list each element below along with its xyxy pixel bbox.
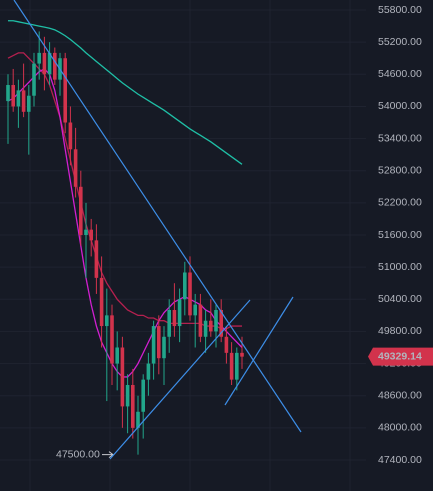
candle-body [89,229,93,241]
candle-body [63,58,67,123]
last-price-tag [368,347,433,366]
trendline [109,299,251,460]
candle-body [37,52,41,64]
candle-body [235,352,239,380]
y-tick-label: 48000.00 [378,422,422,434]
low-label: 47500.00 [56,448,100,460]
candle-body [209,320,213,332]
candle-body [110,315,114,364]
y-tick-label: 54000.00 [378,100,422,112]
candle-body [177,299,182,327]
candle-body [229,352,234,380]
candle-body [157,326,161,359]
candle-body [21,90,26,112]
y-tick-label: 47400.00 [378,454,422,466]
candle-body [99,277,104,327]
candle-body [183,272,187,300]
candle-body [167,309,171,337]
candle-body [203,320,208,337]
y-tick-label: 52200.00 [378,197,422,209]
y-tick-label: 48600.00 [378,389,422,401]
y-tick-label: 49800.00 [378,325,422,337]
moving-average [8,20,243,165]
last-price-label: 49329.14 [378,350,422,362]
candle-body [47,52,52,75]
candle-body [136,411,140,428]
y-tick-label: 52800.00 [378,165,422,177]
candle-body [16,90,21,107]
y-tick-label: 55200.00 [378,36,422,48]
candle-body [6,85,10,102]
low-arrow [102,451,114,459]
candle-body [84,229,88,236]
moving-average [7,68,243,378]
candle-body [172,309,177,327]
trendline [224,296,294,406]
candle-body [224,336,229,353]
candle-body [94,240,99,278]
candle-body [188,272,192,316]
candle-body [120,347,125,407]
trendlines [13,0,302,460]
candle-body [11,85,15,107]
candle-body [125,384,130,407]
candle-body [219,309,223,337]
candle-body [198,304,203,337]
y-tick-label: 50400.00 [378,293,422,305]
candle-body [141,379,145,412]
y-tick-label: 53400.00 [378,132,422,144]
y-tick-label: 51000.00 [378,261,422,273]
candle-body [162,336,166,359]
moving-average [7,52,242,330]
y-axis: 55800.00 55200.00 54600.00 54000.00 53400.00… [368,4,433,466]
candle-body [68,122,73,150]
candle-body [193,304,197,316]
candle-body [151,326,156,364]
y-tick-label: 55800.00 [378,4,422,16]
candle-body [32,63,36,96]
candle-body [73,149,78,187]
candle-body [105,315,109,327]
candle-body [240,352,244,357]
y-tick-label: 51600.00 [378,229,422,241]
y-tick-label: 54600.00 [378,68,422,80]
candle-body [42,52,47,75]
candle-body [115,347,119,364]
candle-body [53,52,57,80]
candle-body [131,384,135,428]
candle-body [214,309,218,332]
plot: 47500.00 [6,20,244,460]
candle-body [146,363,151,380]
candle-body [79,186,83,236]
candle-body [27,95,31,112]
